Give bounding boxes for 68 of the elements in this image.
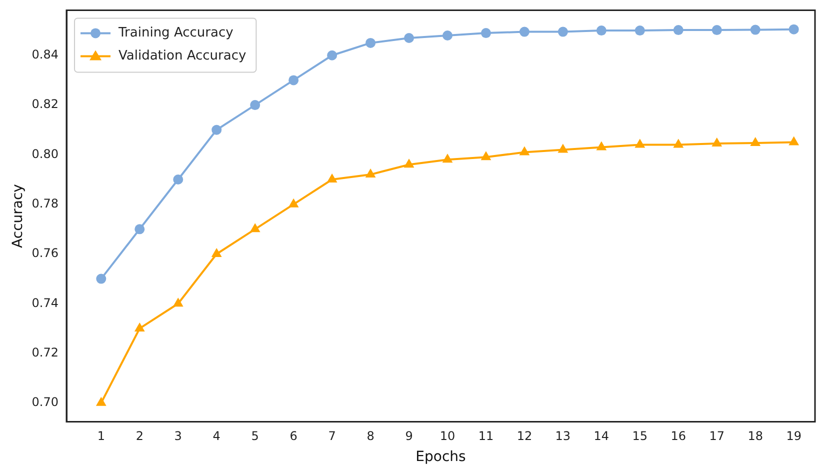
x-tick-label: 14 <box>594 429 610 444</box>
point <box>519 26 530 37</box>
x-tick-label: 2 <box>136 429 144 444</box>
x-tick-label: 17 <box>709 429 725 444</box>
point <box>211 248 222 257</box>
point <box>404 33 414 44</box>
point <box>326 174 338 183</box>
point <box>288 75 299 86</box>
x-tick-label: 18 <box>748 429 763 444</box>
y-tick-label: 0.76 <box>32 246 59 260</box>
x-tick-label: 9 <box>405 429 413 444</box>
point <box>173 174 184 185</box>
x-tick-label: 11 <box>478 429 494 444</box>
x-tick-label: 13 <box>555 429 571 444</box>
x-tick-label: 10 <box>440 429 456 444</box>
x-tick-label: 7 <box>328 429 336 444</box>
y-axis-title: Accuracy <box>10 184 26 248</box>
point <box>134 224 145 234</box>
point <box>750 137 761 146</box>
x-tick-label: 6 <box>290 429 298 444</box>
y-tick-label: 0.74 <box>32 296 59 310</box>
x-tick-label: 4 <box>212 429 220 444</box>
y-tick-label: 0.70 <box>32 395 59 410</box>
point <box>134 322 145 332</box>
point <box>673 138 684 148</box>
x-tick-label: 5 <box>251 429 259 444</box>
point <box>596 26 606 36</box>
x-tick-label: 8 <box>366 429 374 444</box>
y-tick-label: 0.82 <box>32 97 59 112</box>
x-tick-label: 12 <box>516 429 532 444</box>
point <box>634 138 646 148</box>
point <box>558 144 568 153</box>
point <box>712 25 722 36</box>
point <box>288 198 299 208</box>
point <box>442 154 453 163</box>
point <box>212 124 222 135</box>
point <box>404 158 414 168</box>
x-tick-label: 3 <box>174 429 182 444</box>
point <box>327 50 338 60</box>
point <box>96 396 106 406</box>
point <box>250 223 260 232</box>
x-tick-label: 16 <box>670 429 686 444</box>
y-tick-label: 0.72 <box>32 345 59 360</box>
point <box>788 136 800 146</box>
legend-label: Validation Accuracy <box>118 48 246 64</box>
y-tick-label: 0.84 <box>32 48 59 62</box>
point <box>673 25 684 36</box>
point <box>634 26 645 36</box>
point <box>750 24 760 35</box>
point <box>442 30 452 41</box>
point <box>596 141 607 150</box>
point <box>712 138 722 147</box>
y-tick-label: 0.78 <box>32 196 59 210</box>
point <box>519 146 530 156</box>
point <box>366 38 376 48</box>
point <box>788 24 799 34</box>
point <box>172 298 184 307</box>
point <box>480 28 491 38</box>
point <box>250 100 260 110</box>
point <box>365 168 376 178</box>
x-axis-title: Epochs <box>416 449 466 466</box>
point <box>558 26 568 37</box>
legend-label: Training Accuracy <box>118 26 234 41</box>
point <box>480 151 492 160</box>
x-tick-label: 19 <box>786 429 802 444</box>
y-tick-label: 0.80 <box>32 146 59 161</box>
x-tick-label: 15 <box>632 429 648 444</box>
x-tick-label: 1 <box>97 429 105 444</box>
